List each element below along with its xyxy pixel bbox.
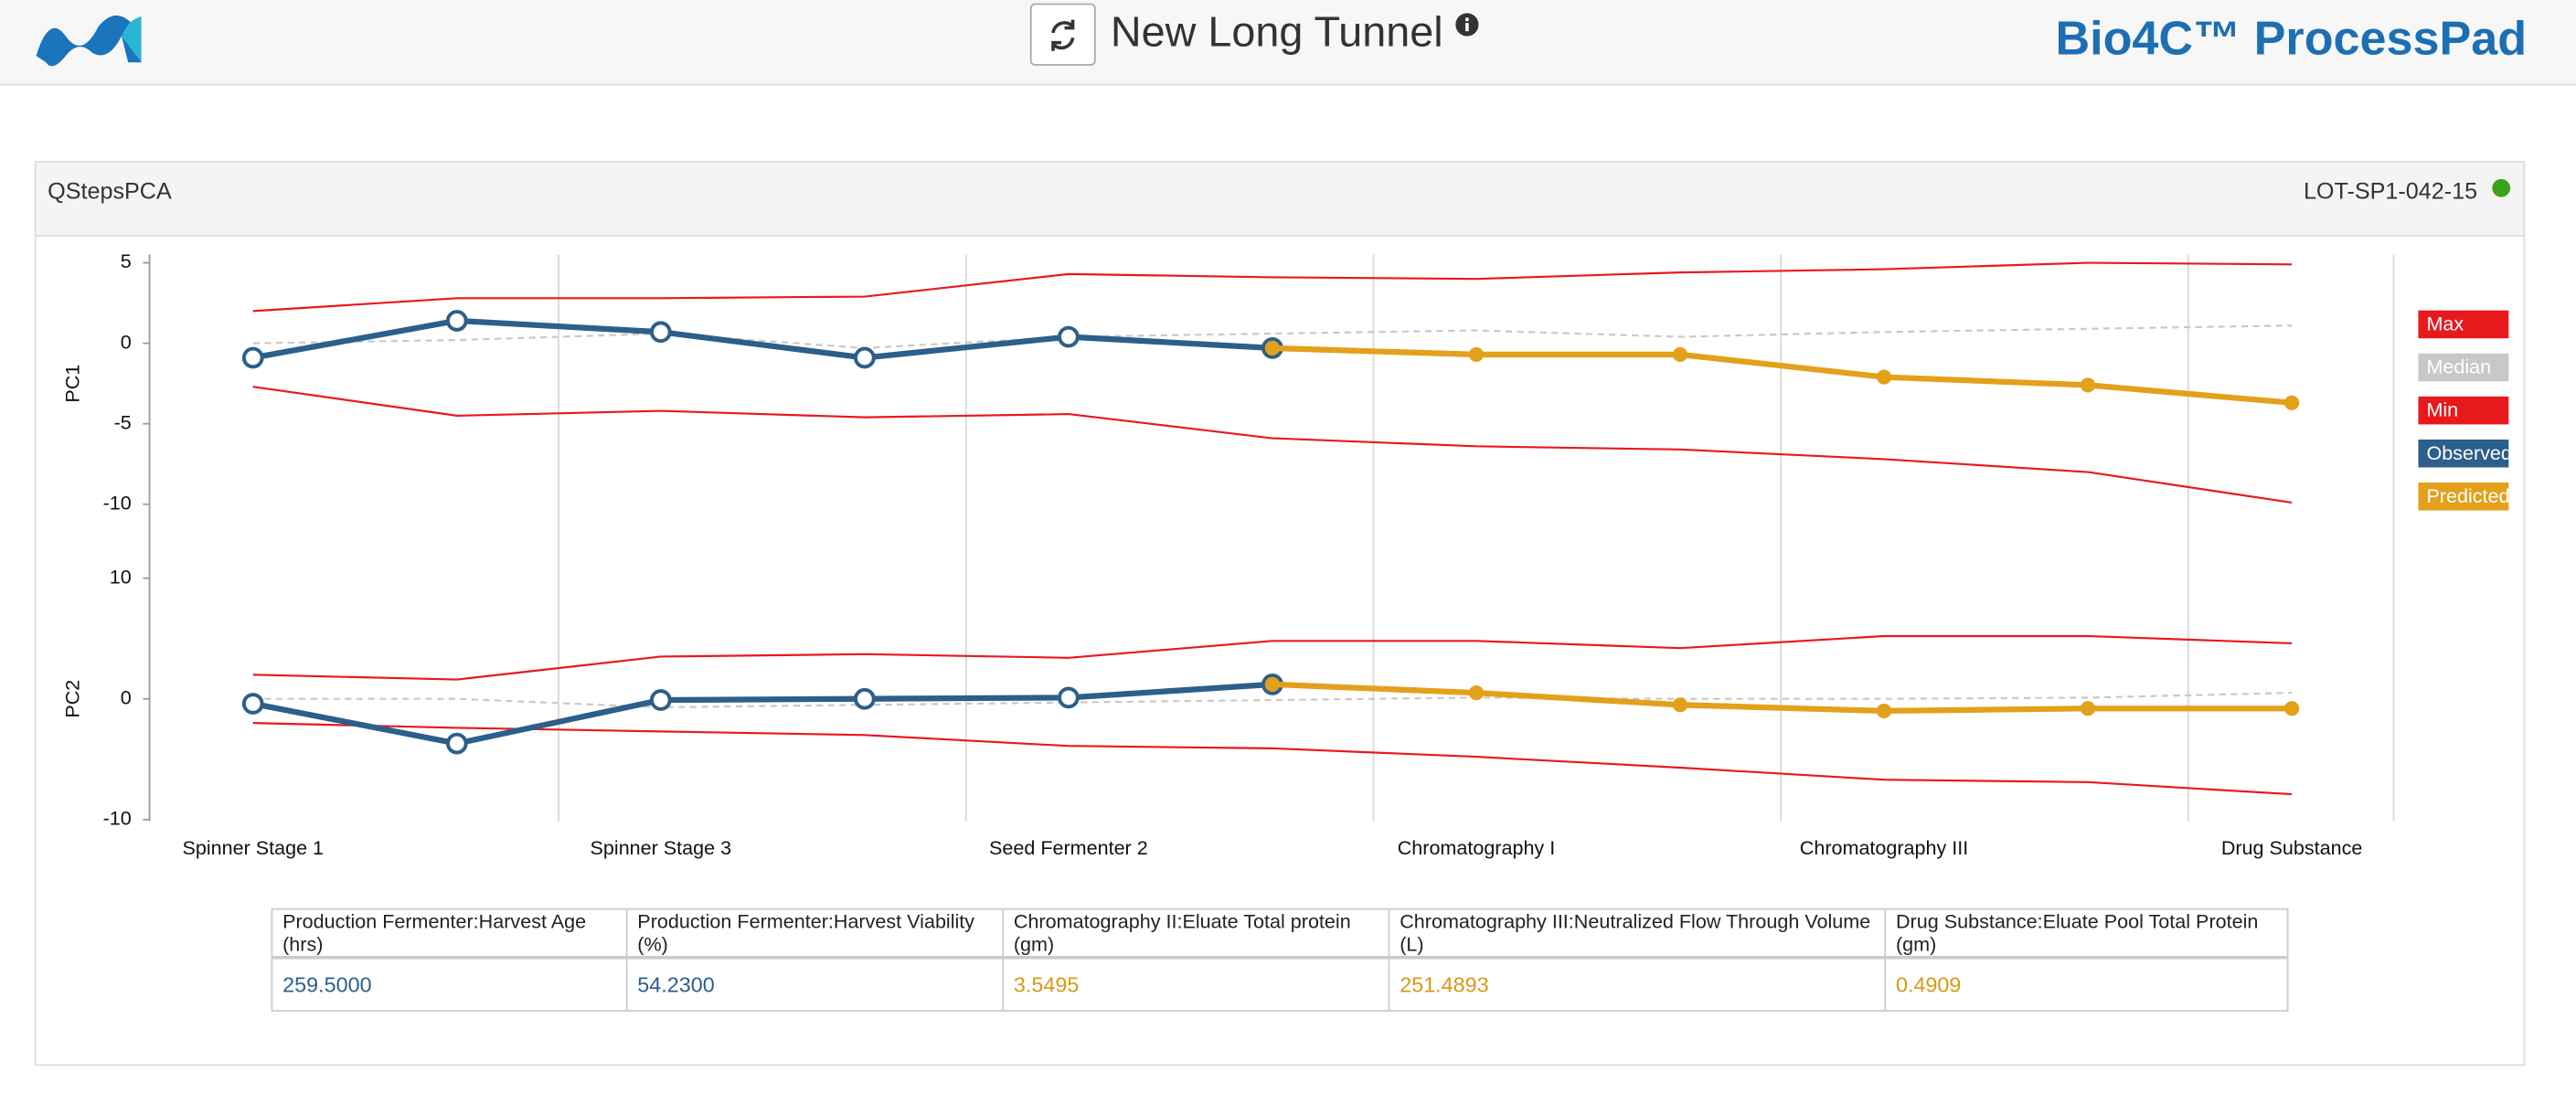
legend-swatch	[2418, 353, 2509, 382]
table-header: Drug Substance:Eluate Pool Total Protein…	[1884, 907, 2289, 960]
panel-header: QStepsPCA LOT-SP1-042-15	[36, 162, 2524, 237]
point	[241, 693, 264, 715]
point	[1672, 697, 1688, 713]
series-line	[1272, 681, 2293, 715]
x-tick-label: Chromatography I	[1398, 836, 1555, 859]
point	[649, 321, 672, 344]
series-line	[252, 317, 1273, 361]
info-icon[interactable]	[1454, 13, 1478, 37]
y-tick-label: 5	[121, 249, 132, 272]
series-line	[252, 681, 1273, 747]
table-cell: 0.4909	[1884, 956, 2289, 1013]
status-dot	[2492, 178, 2511, 197]
y-tick-label: -10	[103, 806, 132, 829]
point	[2080, 701, 2096, 716]
table-header: Production Fermenter:Harvest Viability (…	[625, 907, 1005, 960]
series-line	[252, 692, 2293, 709]
legend-label: Observed	[2426, 441, 2511, 464]
point	[1058, 325, 1080, 348]
lot-id: LOT-SP1-042-15	[2303, 177, 2478, 204]
y-axis-title: PC1	[61, 365, 84, 403]
x-tick-label: Drug Substance	[2221, 836, 2363, 859]
point	[853, 687, 876, 710]
legend-swatch	[2418, 483, 2509, 511]
point	[1264, 676, 1281, 692]
y-tick-label: 10	[110, 565, 132, 588]
point	[2283, 701, 2300, 716]
y-tick-label: -5	[114, 410, 132, 433]
table-header: Production Fermenter:Harvest Age (hrs)	[271, 907, 628, 960]
y-tick-label: -10	[103, 491, 132, 514]
x-tick-label: Seed Fermenter 2	[989, 836, 1148, 859]
table-cell: 54.2300	[625, 956, 1005, 1013]
panel: QStepsPCA LOT-SP1-042-15	[34, 161, 2526, 1066]
refresh-button[interactable]	[1029, 3, 1096, 66]
x-tick-label: Chromatography III	[1800, 836, 1968, 859]
point	[1672, 346, 1688, 363]
brand: Bio4C™ ProcessPad	[2055, 13, 2528, 66]
point	[445, 732, 468, 755]
table-cell: 251.4893	[1388, 956, 1887, 1013]
page-title: New Long Tunnel	[1111, 6, 1478, 58]
title-text: New Long Tunnel	[1110, 6, 1443, 57]
point	[649, 689, 672, 711]
point	[1468, 346, 1485, 363]
x-tick-label: Spinner Stage 1	[182, 836, 324, 859]
legend-label: Predicted	[2426, 484, 2509, 507]
point	[1264, 340, 1281, 355]
table-header: Chromatography II:Eluate Total protein (…	[1002, 907, 1390, 960]
legend-swatch	[2418, 396, 2509, 425]
y-tick-label: 0	[121, 330, 132, 353]
point	[2080, 377, 2096, 393]
y-tick-label: 0	[121, 685, 132, 708]
panel-title: QStepsPCA	[48, 177, 172, 204]
x-tick-label: Spinner Stage 3	[591, 836, 732, 859]
logo[interactable]	[33, 6, 148, 72]
point	[853, 346, 876, 369]
point	[1876, 369, 1892, 385]
y-axis-title: PC2	[61, 680, 84, 718]
table-header: Chromatography III:Neutralized Flow Thro…	[1388, 907, 1887, 960]
table-cell: 259.5000	[271, 956, 628, 1013]
legend-label: Min	[2426, 398, 2458, 421]
chart: Spinner Stage 1 Spinner Stage 3 Seed Ferme…	[60, 249, 2511, 859]
point	[2283, 395, 2300, 410]
point	[1468, 685, 1485, 701]
legend-label: Median	[2426, 355, 2491, 378]
series-line	[252, 324, 2293, 349]
table-cell: 3.5495	[1002, 956, 1390, 1013]
series-line	[252, 722, 2293, 796]
series-line	[1272, 345, 2293, 406]
point	[1058, 686, 1080, 709]
legend-swatch	[2418, 439, 2509, 468]
separators	[148, 254, 2395, 822]
point	[241, 346, 264, 369]
point	[445, 310, 468, 332]
header: New Long Tunnel Bio4C™ ProcessPad	[0, 0, 2576, 86]
values-table: Production Fermenter:Harvest Age (hrs) P…	[271, 907, 2289, 1013]
series-line	[252, 634, 2293, 681]
series-line	[252, 386, 2293, 504]
series-line	[252, 261, 2293, 313]
point	[1876, 703, 1892, 719]
legend-swatch	[2418, 310, 2509, 339]
legend-label: Max	[2426, 313, 2464, 335]
